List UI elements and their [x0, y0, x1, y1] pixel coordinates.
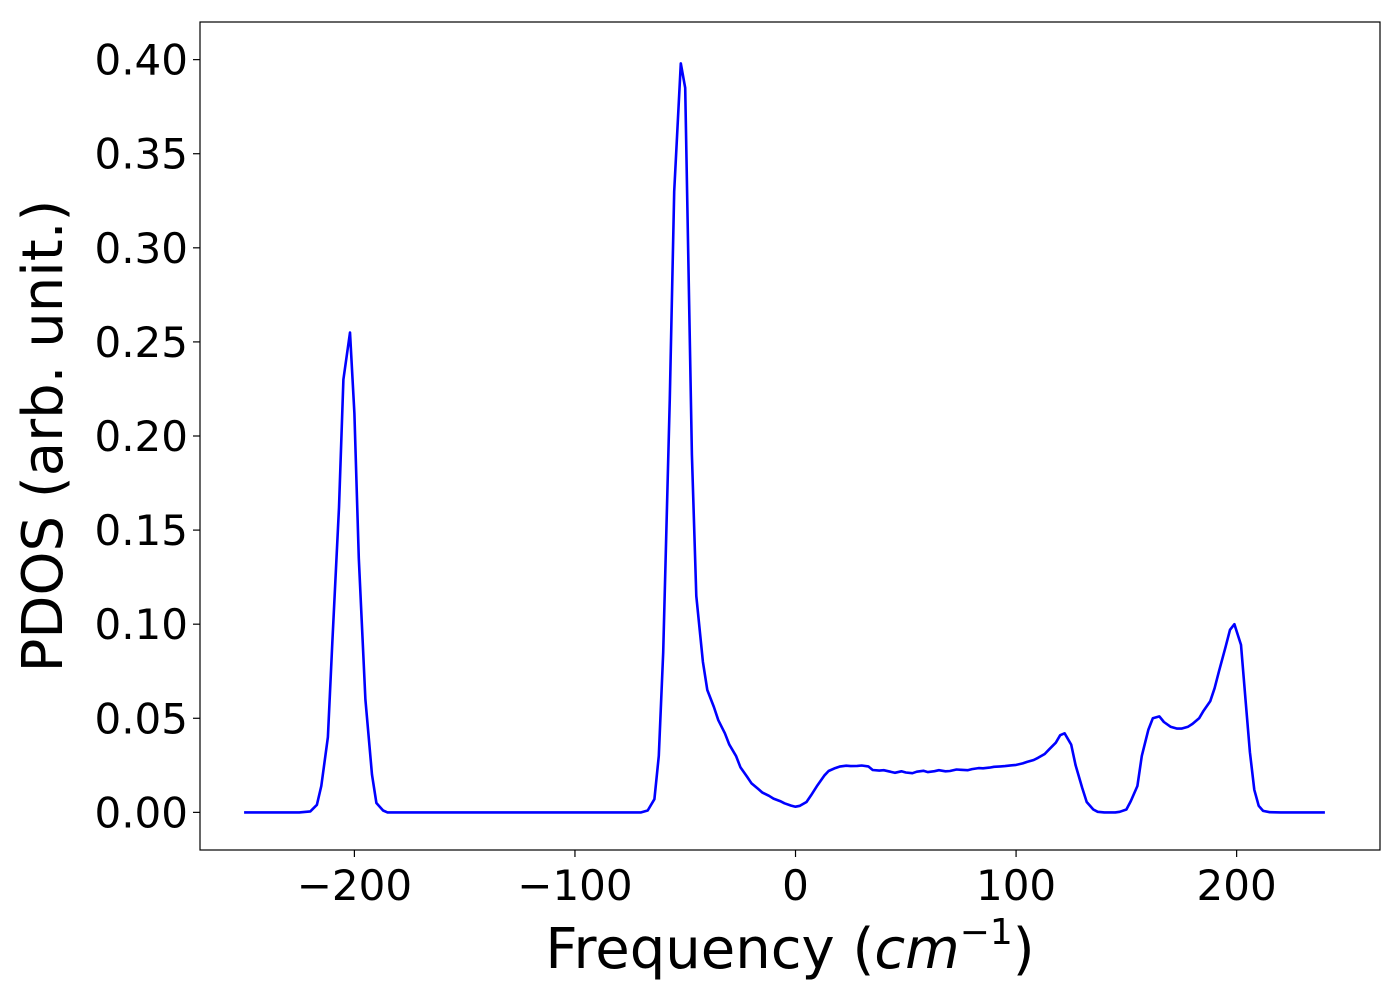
- y-tick-label: 0.30: [94, 224, 188, 273]
- y-tick-label: 0.20: [94, 412, 188, 461]
- y-tick-label: 0.25: [94, 318, 188, 367]
- x-tick-label: 200: [1197, 861, 1277, 910]
- y-tick-label: 0.05: [94, 694, 188, 743]
- ticks-layer: −200 −100 0 100 200 0.00 0.05 0.10 0.15 0.20 0.25 0…: [94, 36, 1276, 910]
- x-axis-label-sup: −1: [960, 912, 1013, 953]
- x-tick-label: 0: [782, 861, 809, 910]
- x-tick-label: −200: [297, 861, 412, 910]
- y-tick-label: 0.35: [94, 130, 188, 179]
- x-axis-label-suffix: ): [1013, 917, 1035, 982]
- y-tick-label: 0.00: [94, 788, 188, 837]
- plot-frame: [199, 21, 1381, 851]
- x-axis-label-prefix: Frequency (: [545, 917, 874, 982]
- y-tick-label: 0.15: [94, 506, 188, 555]
- x-axis-label-var: cm: [874, 917, 959, 982]
- x-axis-label: Frequency (cm−1): [545, 912, 1034, 982]
- y-tick-label: 0.40: [94, 36, 188, 85]
- y-axis-label: PDOS (arb. unit.): [11, 200, 76, 673]
- pdos-series-line: [244, 62, 1325, 814]
- x-tick-label: −100: [517, 861, 632, 910]
- y-tick-label: 0.10: [94, 600, 188, 649]
- x-tick-label: 100: [976, 861, 1056, 910]
